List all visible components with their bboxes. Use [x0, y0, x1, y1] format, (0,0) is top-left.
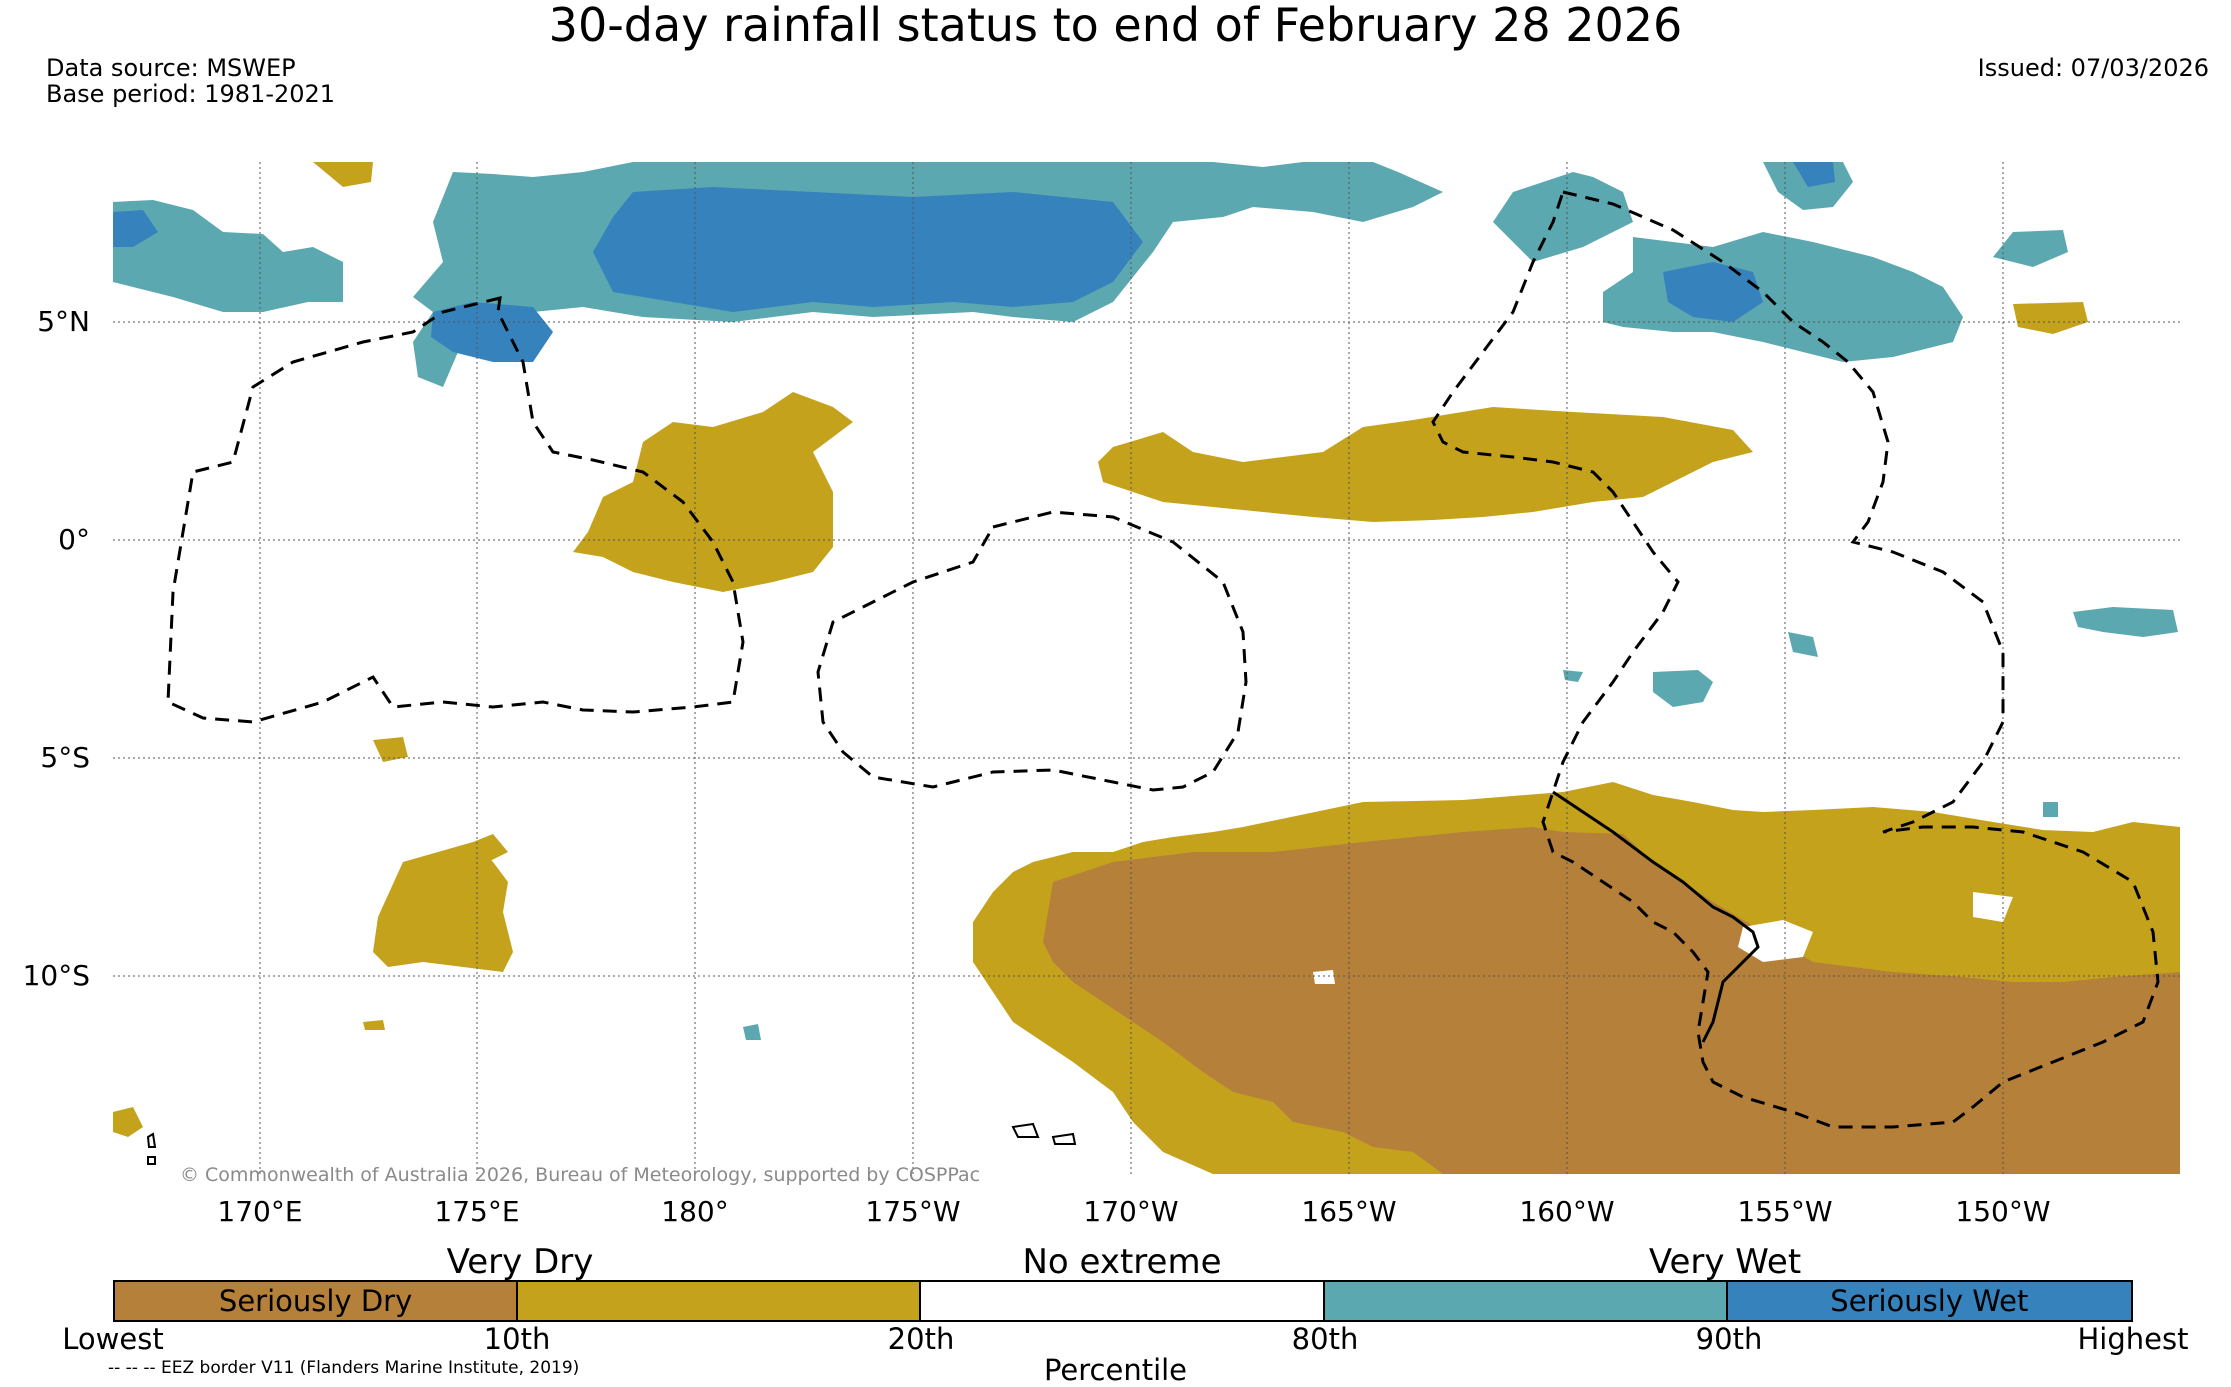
- lon-label-170w: 170°W: [1083, 1195, 1179, 1228]
- lat-label-5s: 5°S: [40, 741, 90, 774]
- lat-label-0: 0°: [58, 523, 90, 556]
- legend-segment-very-wet: [1324, 1282, 1728, 1320]
- copyright-notice: © Commonwealth of Australia 2026, Bureau…: [180, 1164, 981, 1186]
- lon-label-180: 180°: [661, 1195, 729, 1228]
- eez-border-note: -- -- -- EEZ border V11 (Flanders Marine…: [108, 1358, 580, 1378]
- legend-segment-seriously-wet: Seriously Wet: [1727, 1282, 2131, 1320]
- legend-segment-no-extreme: [921, 1282, 1325, 1320]
- data-source: Data source: MSWEP: [46, 54, 296, 82]
- lon-label-175e: 175°E: [434, 1195, 520, 1228]
- lat-label-5n: 5°N: [37, 305, 90, 338]
- rainfall-map-canvas: [113, 162, 2180, 1174]
- legend-category-very-wet: Very Wet: [1648, 1242, 1802, 1282]
- lon-label-155w: 155°W: [1737, 1195, 1833, 1228]
- legend-tick-10th: 10th: [483, 1322, 551, 1356]
- no-extreme-holes: [1313, 892, 2013, 984]
- legend-tick-20th: 20th: [887, 1322, 955, 1356]
- legend-category-very-dry: Very Dry: [446, 1242, 594, 1282]
- legend-tick-highest: Highest: [2077, 1322, 2189, 1356]
- eez-borders: [166, 190, 2160, 1129]
- legend-category-no-extreme: No extreme: [1022, 1242, 1222, 1282]
- seriously-wet-regions: [113, 162, 1835, 362]
- lon-label-150w: 150°W: [1955, 1195, 2051, 1228]
- base-period: Base period: 1981-2021: [46, 80, 336, 108]
- rainfall-map: [113, 162, 2180, 1174]
- legend-tick-90th: 90th: [1695, 1322, 1763, 1356]
- legend-tick-80th: 80th: [1291, 1322, 1359, 1356]
- page-title: 30-day rainfall status to end of Februar…: [548, 0, 1683, 52]
- legend-segment-seriously-dry: Seriously Dry: [115, 1282, 519, 1320]
- lon-label-175w: 175°W: [865, 1195, 961, 1228]
- seriously-dry-regions: [1043, 827, 2180, 1174]
- island-outlines: [146, 1122, 1077, 1165]
- issued-date: Issued: 07/03/2026: [1977, 54, 2209, 82]
- lon-label-170e: 170°E: [217, 1195, 303, 1228]
- eez-solid-border: [1552, 790, 1760, 1043]
- lon-label-160w: 160°W: [1519, 1195, 1615, 1228]
- legend-colorbar: Seriously Dry Seriously Wet: [113, 1280, 2133, 1322]
- legend-segment-very-dry: [518, 1282, 922, 1320]
- legend-tick-lowest: Lowest: [62, 1322, 164, 1356]
- graticule: [113, 162, 2180, 1174]
- lon-label-165w: 165°W: [1301, 1195, 1397, 1228]
- lat-label-10s: 10°S: [22, 959, 90, 992]
